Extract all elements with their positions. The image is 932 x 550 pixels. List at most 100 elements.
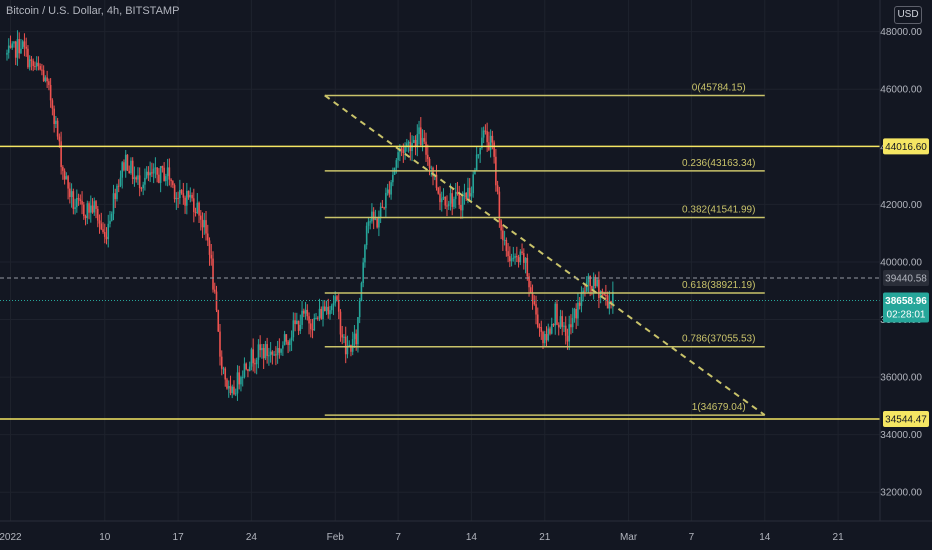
hline-price-label: 44016.60: [885, 142, 927, 153]
candle-body: [519, 251, 522, 263]
candle-body: [168, 167, 171, 180]
candle-body: [199, 215, 202, 220]
candle-body: [142, 184, 144, 189]
candle-body: [348, 345, 351, 347]
candle-body: [151, 172, 153, 174]
candle-body: [25, 46, 27, 49]
drawings[interactable]: 0(45784.15) 0.236(43163.34) 0.382(41541.99…: [0, 82, 880, 420]
candle-body: [187, 190, 190, 198]
candle-body: [48, 81, 50, 85]
candle-body: [163, 167, 165, 182]
candle-body: [306, 309, 309, 317]
candle-body: [407, 141, 410, 144]
candle-body: [55, 120, 57, 125]
candle-body: [489, 135, 492, 150]
candle-body: [198, 202, 200, 216]
candle-body: [612, 291, 614, 305]
candle-body: [282, 345, 284, 349]
candle-body: [419, 127, 422, 146]
candle-body: [124, 154, 127, 171]
candle-body: [103, 232, 106, 237]
candle-body: [145, 171, 148, 178]
candle-body: [575, 309, 577, 319]
candle-body: [91, 205, 94, 213]
hline-price-badge: [883, 410, 929, 427]
candle-body: [477, 154, 480, 156]
fib-level-label: 0(45784.15): [692, 82, 746, 93]
candle-body: [549, 328, 551, 334]
candle-body: [259, 344, 261, 351]
candle-body: [179, 190, 181, 199]
candle-body: [278, 347, 281, 353]
candle-body: [28, 59, 31, 68]
candle-body: [88, 203, 90, 213]
candle-body: [96, 208, 99, 221]
candle-body: [261, 347, 263, 351]
candle-body: [62, 167, 64, 171]
candle-body: [456, 191, 459, 194]
candle-body: [582, 290, 584, 293]
candle-body: [42, 70, 45, 82]
candle-body: [227, 386, 230, 389]
candle-body: [463, 192, 466, 198]
candle-body: [510, 258, 513, 262]
last-price-countdown: 02:28:01: [887, 310, 926, 321]
candle-body: [362, 262, 364, 284]
fib-level-label: 0.618(38921.19): [682, 280, 755, 291]
symbol-title[interactable]: Bitcoin / U.S. Dollar, 4h, BITSTAMP: [6, 5, 180, 17]
candle-body: [376, 218, 378, 228]
candle-body: [226, 379, 228, 389]
candle-body: [289, 340, 291, 346]
candle-body: [423, 138, 426, 142]
candle-body: [503, 239, 506, 241]
candle-body: [83, 204, 85, 217]
candle-body: [290, 337, 293, 341]
candle-body: [138, 175, 141, 189]
currency-button[interactable]: USD: [894, 6, 922, 24]
candle-body: [11, 43, 14, 48]
candle-body: [67, 176, 69, 189]
candle-body: [500, 220, 502, 231]
candle-body: [580, 292, 583, 306]
candle-body: [283, 334, 286, 346]
candle-body: [397, 152, 399, 161]
time-tick-label: 21: [539, 532, 551, 543]
candle-body: [509, 256, 511, 262]
candle-body: [130, 160, 132, 174]
candle-body: [428, 158, 431, 168]
candle-body: [156, 167, 158, 175]
candle-body: [524, 257, 527, 263]
fib-level-label: 1(34679.04): [692, 402, 746, 413]
candle-body: [365, 225, 368, 246]
candle-body: [154, 167, 157, 169]
candle-body: [557, 324, 560, 328]
candle-body: [531, 293, 534, 301]
candle-body: [128, 170, 131, 174]
candle-body: [374, 218, 377, 220]
candle-body: [383, 207, 385, 209]
candle-body: [435, 174, 438, 188]
candle-body: [470, 193, 473, 197]
candle-body: [7, 45, 10, 53]
candle-body: [9, 45, 12, 48]
candle-body: [110, 213, 113, 221]
candle-body: [502, 230, 504, 241]
candle-body: [32, 60, 34, 67]
candle-body: [206, 233, 209, 241]
candle-body: [512, 257, 515, 259]
fib-level-label: 0.382(41541.99): [682, 205, 755, 216]
candle-body: [430, 167, 433, 169]
candle-body: [538, 326, 541, 328]
candle-body: [332, 303, 335, 306]
time-axis[interactable]: 2022 10 17 24 Feb 7 14 21 Mar 7 14 21: [0, 532, 844, 543]
candle-body: [468, 187, 471, 197]
candle-body: [56, 120, 59, 137]
candle-body: [444, 196, 447, 206]
candle-body: [266, 344, 268, 356]
candle-body: [172, 181, 174, 186]
candle-body: [330, 305, 333, 311]
candle-body: [182, 193, 185, 198]
candle-body: [189, 194, 192, 198]
candle-body: [292, 320, 295, 338]
